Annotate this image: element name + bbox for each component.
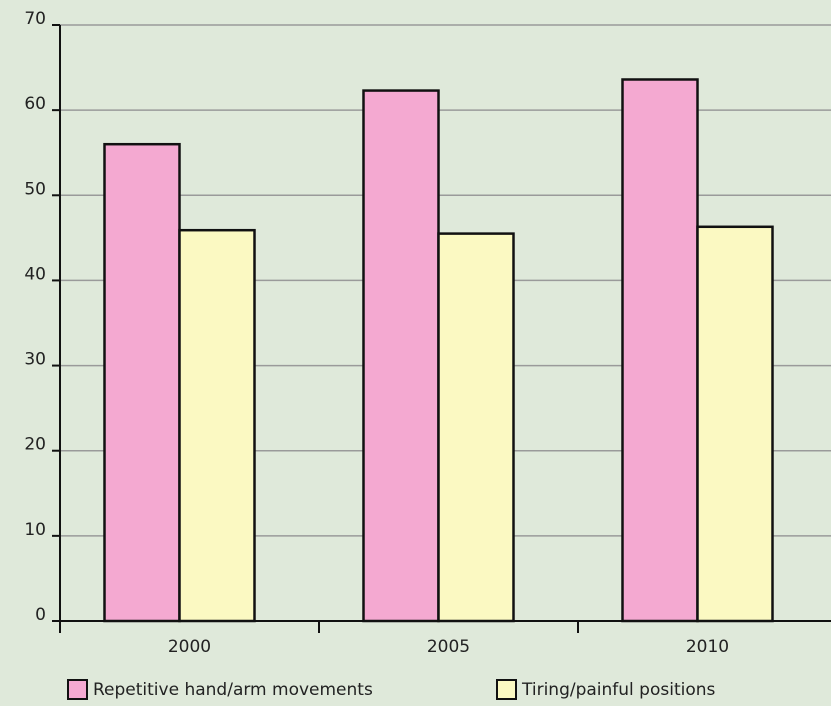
x-tick-label: 2010 [686,637,729,657]
y-tick-label: 30 [24,350,46,370]
bar [178,228,256,623]
bar [696,225,774,623]
bar [103,142,181,623]
y-tick-label: 40 [24,264,46,284]
legend-label: Tiring/painful positions [521,680,716,700]
bar [362,89,440,623]
y-tick-label: 0 [35,605,46,625]
y-tick-label: 70 [24,9,46,29]
bar [437,232,515,623]
legend-swatch [67,679,88,700]
x-tick-label: 2005 [427,637,470,657]
y-tick-label: 50 [24,179,46,199]
x-tick-label: 2000 [168,637,211,657]
legend-swatch [496,679,517,700]
bar [621,78,699,623]
legend-label: Repetitive hand/arm movements [93,680,373,700]
y-tick-label: 10 [24,520,46,540]
y-tick-label: 60 [24,94,46,114]
y-tick-label: 20 [24,435,46,455]
